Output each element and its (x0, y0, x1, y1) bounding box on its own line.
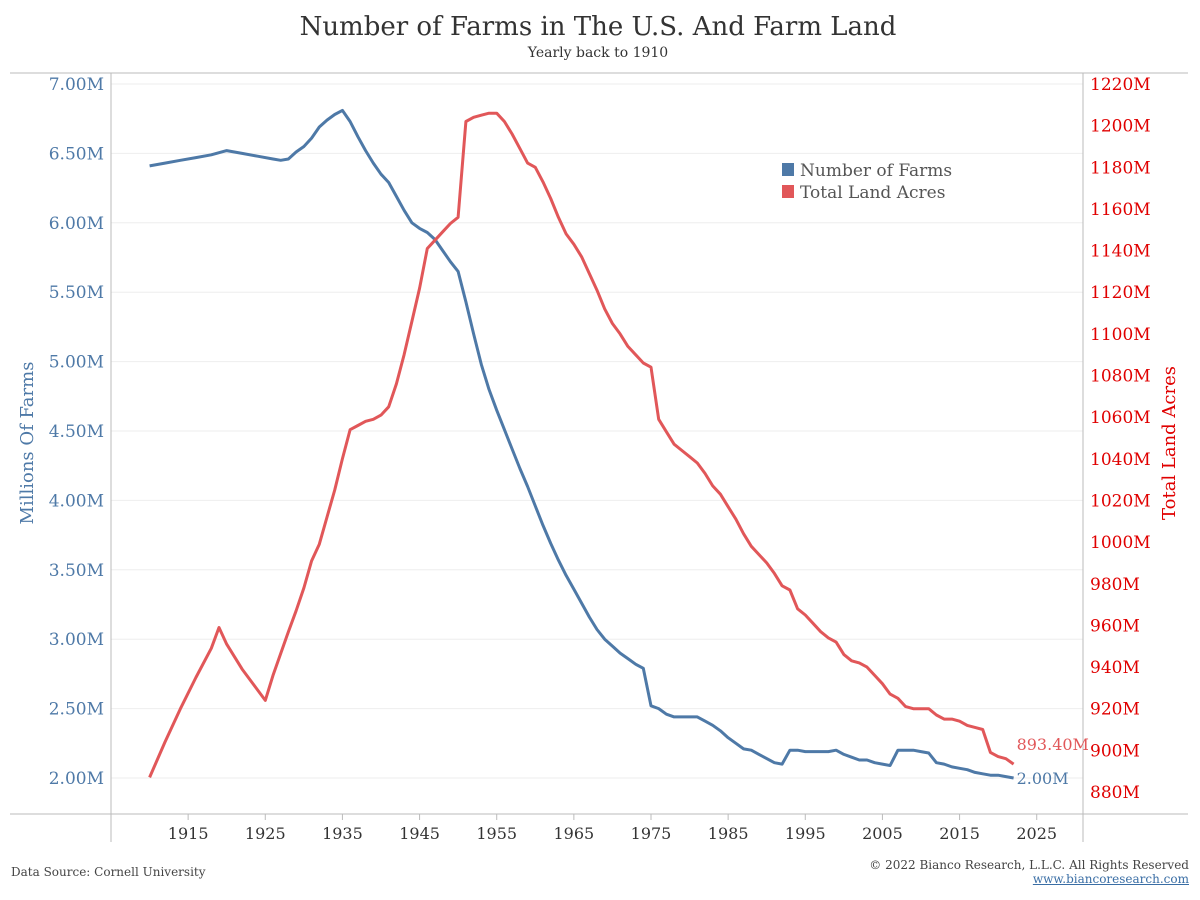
legend-swatch-land (782, 185, 794, 198)
left-tick-label: 3.00M (49, 630, 104, 650)
left-tick-label: 7.00M (49, 75, 104, 95)
legend-label-farms: Number of Farms (800, 161, 952, 181)
right-axis-ticks: 880M 900M 920M 940M 960M 980M 1000M 1020M 1040M 1… (1090, 75, 1151, 803)
x-tick-label: 1995 (785, 824, 826, 843)
farms-line (149, 108, 1014, 780)
copyright-text: © 2022 Bianco Research, L.L.C. All Right… (869, 858, 1189, 872)
x-tick-label: 1985 (708, 824, 749, 843)
chart-subtitle: Yearly back to 1910 (527, 45, 669, 61)
left-tick-label: 3.50M (49, 561, 104, 581)
x-tick-label: 2015 (939, 824, 980, 843)
right-tick-label: 1200M (1090, 117, 1151, 137)
right-tick-label: 1160M (1090, 200, 1151, 220)
left-tick-label: 6.00M (49, 214, 104, 234)
x-tick-label: 1935 (322, 824, 363, 843)
chart-title: Number of Farms in The U.S. And Farm Lan… (299, 12, 897, 42)
legend-swatch-farms (782, 163, 794, 176)
left-tick-label: 6.50M (49, 144, 104, 164)
gridlines (111, 83, 1083, 779)
x-tick-label: 1965 (553, 824, 594, 843)
left-axis-title: Millions Of Farms (17, 362, 38, 525)
right-tick-label: 940M (1090, 658, 1140, 678)
right-tick-label: 1220M (1090, 75, 1151, 95)
right-tick-label: 900M (1090, 741, 1140, 761)
left-tick-label: 2.50M (49, 700, 104, 720)
right-tick-label: 980M (1090, 575, 1140, 595)
x-tick-label: 2005 (862, 824, 903, 843)
right-tick-label: 1120M (1090, 283, 1151, 303)
x-axis-ticks: 1915 1925 1935 1945 1955 1965 1975 1985 1995 2005… (168, 814, 1057, 843)
left-tick-label: 2.00M (49, 769, 104, 789)
right-tick-label: 920M (1090, 700, 1140, 720)
x-tick-label: 1975 (631, 824, 672, 843)
plot-frame (10, 72, 1188, 842)
right-tick-label: 960M (1090, 616, 1140, 636)
right-tick-label: 1000M (1090, 533, 1151, 553)
x-tick-label: 2025 (1016, 824, 1057, 843)
series-lines (148, 108, 1015, 780)
legend-label-land: Total Land Acres (800, 183, 945, 203)
right-tick-label: 1040M (1090, 450, 1151, 470)
copyright: © 2022 Bianco Research, L.L.C. All Right… (869, 858, 1189, 886)
x-tick-label: 1945 (399, 824, 440, 843)
right-tick-label: 1180M (1090, 158, 1151, 178)
right-tick-label: 880M (1090, 783, 1140, 803)
x-tick-label: 1925 (245, 824, 286, 843)
left-tick-label: 5.50M (49, 283, 104, 303)
left-tick-label: 4.00M (49, 491, 104, 511)
x-tick-label: 1955 (476, 824, 517, 843)
land-end-label: 893.40M (1017, 735, 1089, 754)
series-end-labels: 2.00M 893.40M (1017, 735, 1089, 788)
right-tick-label: 1020M (1090, 491, 1151, 511)
right-tick-label: 1080M (1090, 367, 1151, 387)
left-axis-ticks: 2.00M 2.50M 3.00M 3.50M 4.00M 4.50M 5.00M 5.50M… (49, 75, 104, 789)
right-tick-label: 1100M (1090, 325, 1151, 345)
left-tick-label: 5.00M (49, 353, 104, 373)
website-link[interactable]: www.biancoresearch.com (1032, 872, 1189, 886)
x-tick-label: 1915 (168, 824, 209, 843)
right-tick-label: 1060M (1090, 408, 1151, 428)
left-tick-label: 4.50M (49, 422, 104, 442)
farms-end-label: 2.00M (1017, 769, 1069, 788)
land-line (148, 111, 1015, 778)
data-source: Data Source: Cornell University (11, 865, 206, 879)
right-tick-label: 1140M (1090, 242, 1151, 262)
right-axis-title: Total Land Acres (1159, 366, 1180, 520)
